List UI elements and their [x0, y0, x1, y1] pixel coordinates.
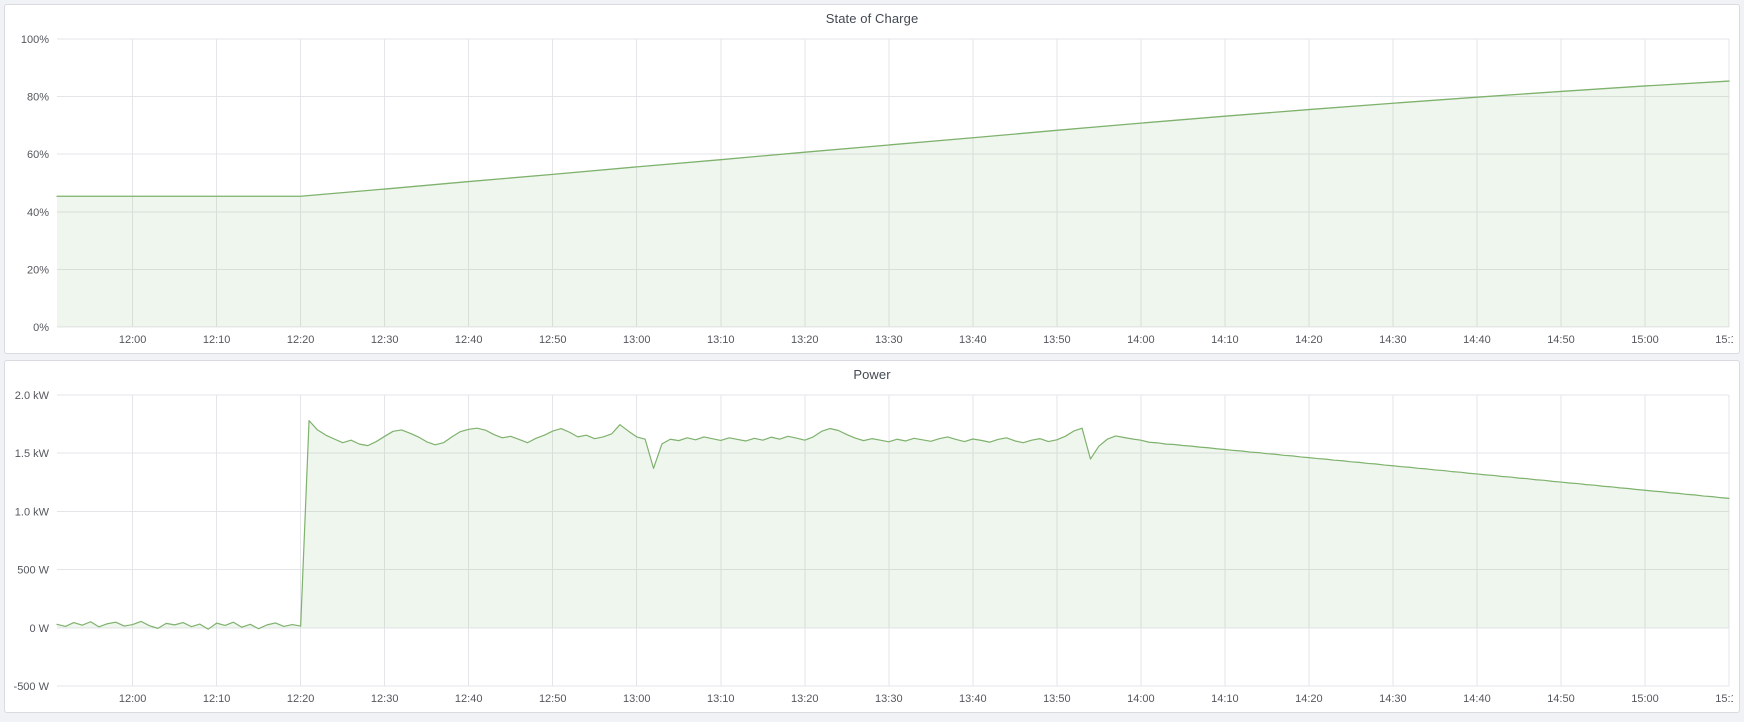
svg-text:12:50: 12:50	[539, 693, 567, 705]
svg-text:12:30: 12:30	[371, 334, 399, 346]
svg-text:12:20: 12:20	[287, 693, 315, 705]
panel-header: State of Charge	[5, 5, 1739, 31]
svg-text:14:50: 14:50	[1547, 693, 1575, 705]
svg-text:13:50: 13:50	[1043, 334, 1071, 346]
svg-text:20%: 20%	[27, 264, 49, 276]
svg-text:15:00: 15:00	[1631, 334, 1659, 346]
svg-text:12:40: 12:40	[455, 693, 483, 705]
power-chart[interactable]: -500 W 0 W 500 W 1.0 kW 1.5 kW 2.0 kW 12:00 12:…	[11, 387, 1733, 708]
svg-text:13:30: 13:30	[875, 693, 903, 705]
svg-text:-500 W: -500 W	[14, 681, 50, 693]
svg-text:13:00: 13:00	[623, 693, 651, 705]
svg-text:2.0 kW: 2.0 kW	[15, 390, 50, 402]
svg-text:80%: 80%	[27, 92, 49, 104]
svg-text:14:00: 14:00	[1127, 334, 1155, 346]
svg-text:15:00: 15:00	[1631, 693, 1659, 705]
svg-text:13:10: 13:10	[707, 693, 735, 705]
svg-text:14:20: 14:20	[1295, 334, 1323, 346]
svg-text:60%: 60%	[27, 149, 49, 161]
state-of-charge-chart[interactable]: 0% 20% 40% 60% 80% 100% 12:00 12:10 12:20 12:30 12…	[11, 31, 1733, 349]
svg-text:13:10: 13:10	[707, 334, 735, 346]
svg-text:13:40: 13:40	[959, 334, 987, 346]
svg-text:12:20: 12:20	[287, 334, 315, 346]
svg-text:14:50: 14:50	[1547, 334, 1575, 346]
svg-text:14:40: 14:40	[1463, 334, 1491, 346]
svg-text:14:20: 14:20	[1295, 693, 1323, 705]
svg-text:14:30: 14:30	[1379, 693, 1407, 705]
svg-text:14:10: 14:10	[1211, 334, 1239, 346]
panel-header: Power	[5, 361, 1739, 387]
svg-text:1.0 kW: 1.0 kW	[15, 506, 50, 518]
svg-text:1.5 kW: 1.5 kW	[15, 448, 50, 460]
svg-text:0%: 0%	[33, 322, 49, 334]
panel-title-power[interactable]: Power	[853, 366, 891, 382]
chart-canvas[interactable]: 0% 20% 40% 60% 80% 100% 12:00 12:10 12:20 12:30 12…	[11, 31, 1733, 349]
svg-text:40%: 40%	[27, 207, 49, 219]
svg-text:13:50: 13:50	[1043, 693, 1071, 705]
panel-power: Power -500 W 0 W 500 W 1.0 kW 1.5 kW 2.0 kW 12…	[4, 360, 1740, 713]
svg-text:13:00: 13:00	[623, 334, 651, 346]
svg-text:12:40: 12:40	[455, 334, 483, 346]
svg-text:14:40: 14:40	[1463, 693, 1491, 705]
svg-text:12:10: 12:10	[203, 334, 231, 346]
svg-text:100%: 100%	[21, 34, 49, 46]
svg-text:13:20: 13:20	[791, 693, 819, 705]
svg-text:13:20: 13:20	[791, 334, 819, 346]
svg-text:13:40: 13:40	[959, 693, 987, 705]
svg-text:13:30: 13:30	[875, 334, 903, 346]
svg-text:14:10: 14:10	[1211, 693, 1239, 705]
svg-text:15:10: 15:10	[1715, 334, 1733, 346]
svg-text:15:10: 15:10	[1715, 693, 1733, 705]
svg-text:12:50: 12:50	[539, 334, 567, 346]
svg-text:500 W: 500 W	[17, 565, 49, 577]
panel-state-of-charge: State of Charge 0% 20% 40% 60% 80% 100% 12:00 1…	[4, 4, 1740, 354]
svg-text:0 W: 0 W	[29, 623, 49, 635]
svg-text:12:00: 12:00	[119, 334, 147, 346]
chart-canvas[interactable]: -500 W 0 W 500 W 1.0 kW 1.5 kW 2.0 kW 12:00 12:…	[11, 387, 1733, 708]
svg-text:12:10: 12:10	[203, 693, 231, 705]
svg-text:14:00: 14:00	[1127, 693, 1155, 705]
svg-text:14:30: 14:30	[1379, 334, 1407, 346]
svg-text:12:30: 12:30	[371, 693, 399, 705]
svg-text:12:00: 12:00	[119, 693, 147, 705]
panel-title-state-of-charge[interactable]: State of Charge	[825, 10, 919, 26]
